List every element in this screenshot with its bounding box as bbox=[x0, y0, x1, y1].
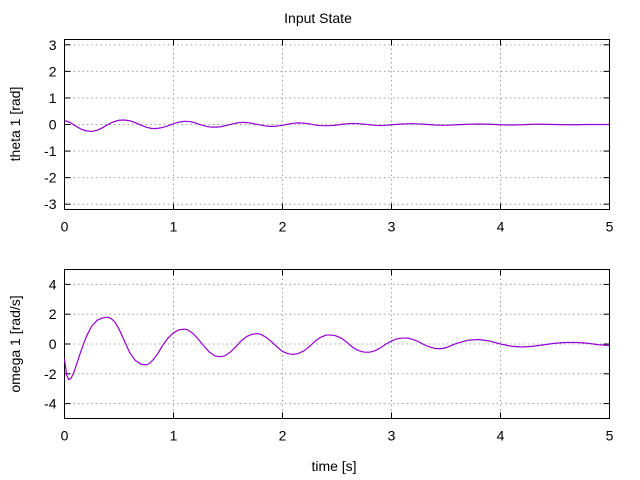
omega-grid bbox=[64, 269, 610, 419]
omega-ytick-label: 2 bbox=[49, 306, 57, 322]
theta-xtick-label: 1 bbox=[170, 219, 178, 235]
theta-series-line bbox=[64, 119, 610, 133]
theta-xtick-label: 4 bbox=[497, 219, 505, 235]
omega-series-line bbox=[63, 316, 610, 381]
omega-xtick-label: 4 bbox=[497, 428, 505, 444]
omega-plot: 0 1 2 3 4 5 4 2 0 -2 -4 omega 1 [rad/s] time [s] bbox=[7, 269, 614, 474]
theta-ytick-label: -1 bbox=[44, 143, 57, 159]
omega-xlabel: time [s] bbox=[311, 458, 356, 474]
theta-xtick-label: 0 bbox=[61, 219, 69, 235]
theta-ytick-label: -3 bbox=[44, 196, 57, 212]
theta-grid bbox=[64, 39, 610, 210]
theta-plot: 0 1 2 3 4 5 3 2 1 0 -1 -2 -3 theta 1 [rad] bbox=[7, 37, 614, 235]
omega-xtick-label: 1 bbox=[170, 428, 178, 444]
theta-xtick-label: 5 bbox=[606, 219, 614, 235]
theta-series bbox=[64, 119, 610, 133]
omega-series bbox=[63, 316, 610, 381]
omega-ytick-label: 0 bbox=[49, 336, 57, 352]
theta-ytick-label: 1 bbox=[49, 90, 57, 106]
theta-ytick-label: 3 bbox=[49, 37, 57, 53]
theta-ytick-label: -2 bbox=[44, 170, 57, 186]
theta-ylabel: theta 1 [rad] bbox=[7, 87, 23, 162]
theta-xtick-label: 3 bbox=[388, 219, 396, 235]
omega-ytick-label: -2 bbox=[44, 366, 57, 382]
omega-ylabel: omega 1 [rad/s] bbox=[7, 295, 23, 392]
omega-ytick-label: 4 bbox=[49, 276, 57, 292]
theta-xtick-label: 2 bbox=[279, 219, 287, 235]
theta-ytick-label: 0 bbox=[49, 117, 57, 133]
omega-xtick-label: 5 bbox=[606, 428, 614, 444]
theta-ytick-label: 2 bbox=[49, 63, 57, 79]
omega-xtick-label: 0 bbox=[61, 428, 69, 444]
omega-ytick-label: -4 bbox=[44, 396, 57, 412]
omega-ticks: 0 1 2 3 4 5 4 2 0 -2 -4 bbox=[44, 269, 614, 444]
chart-title: Input State bbox=[284, 10, 352, 26]
theta-ticks: 0 1 2 3 4 5 3 2 1 0 -1 -2 -3 bbox=[44, 37, 614, 235]
omega-xtick-label: 3 bbox=[388, 428, 396, 444]
omega-xtick-label: 2 bbox=[279, 428, 287, 444]
